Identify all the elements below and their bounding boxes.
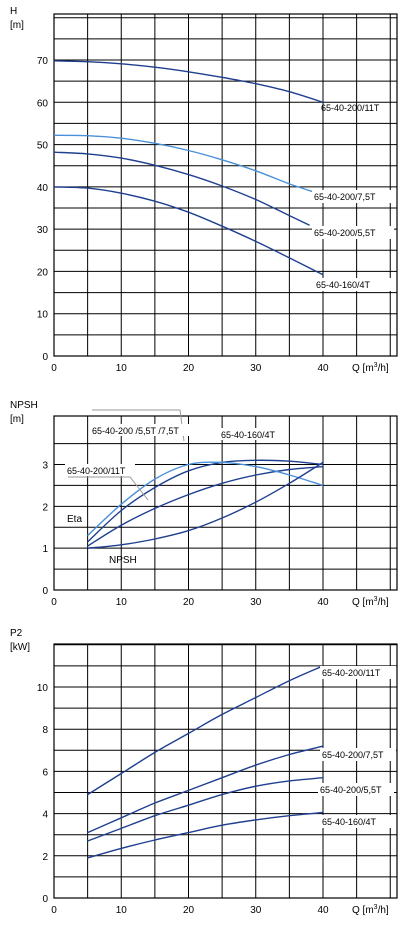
curve-label: 65-40-200 /5,5T /7,5T: [92, 426, 179, 436]
x-tick-label: 20: [183, 363, 195, 374]
curve-label-bg: [320, 815, 396, 828]
grid: [53, 643, 398, 899]
plot-frame: [53, 643, 398, 899]
y-tick-label: 40: [37, 183, 49, 194]
x-tick-label: 40: [317, 905, 329, 916]
y-axis-unit: [m]: [10, 414, 24, 425]
curve-label: 65-40-160/4T: [316, 280, 371, 290]
curve-label-bg: [318, 783, 394, 796]
series-line-65-40-200-11t: [53, 60, 324, 103]
y-tick-label: 0: [42, 894, 48, 905]
x-tick-label: 10: [116, 363, 128, 374]
series-lines: [87, 459, 324, 549]
y-tick-label: 6: [42, 767, 48, 778]
y-tick-label: 30: [37, 225, 49, 236]
grid: [53, 415, 398, 591]
y-tick-label: 0: [42, 586, 48, 597]
x-tick-label: 30: [250, 597, 262, 608]
series-line-65-40-200-7-5t: [53, 134, 317, 194]
y-axis-unit: [kW]: [10, 642, 30, 653]
curve-label: 65-40-160/4T: [322, 817, 377, 827]
plot-frame: [53, 415, 398, 591]
curve-label: 65-40-200/11T: [67, 466, 126, 476]
y-axis-label: H: [10, 6, 17, 17]
curve-label-bg: [90, 424, 192, 436]
x-tick-label: 0: [51, 905, 57, 916]
y-tick-label: 10: [37, 683, 49, 694]
curve-label-bg: [312, 190, 394, 203]
x-axis-label: Q [m3/h]: [352, 904, 389, 916]
x-tick-label: 0: [51, 597, 57, 608]
x-axis-label: Q [m3/h]: [352, 362, 389, 374]
series-lines: [87, 665, 324, 859]
y-tick-label: 2: [42, 502, 48, 513]
curve-label: 65-40-200/7,5T: [314, 192, 376, 202]
x-axis-label: Q [m3/h]: [352, 596, 389, 608]
y-axis-label: NPSH: [10, 400, 38, 411]
series-line-65-40-200-5-5t: [87, 777, 324, 842]
y-tick-label: 2: [42, 852, 48, 863]
y-axis-label: P2: [10, 628, 23, 639]
curve-label: 65-40-200/5,5T: [320, 785, 382, 795]
y-tick-label: 4: [42, 810, 48, 821]
series-line-65-40-200-11t: [87, 465, 324, 547]
curve-label: 65-40-200/11T: [322, 668, 381, 678]
series-line-65-40-160-4t: [87, 811, 324, 859]
curve-label: 65-40-200/11T: [321, 103, 380, 113]
series-line-65-40-160-4t: [87, 461, 324, 537]
curve-label: 65-40-200/7,5T: [322, 750, 384, 760]
y-tick-label: 0: [42, 352, 48, 363]
x-tick-label: 10: [116, 905, 128, 916]
curve-label: 65-40-160/4T: [221, 430, 276, 440]
curve-label: 65-40-200/5,5T: [314, 228, 376, 238]
curve-label-bg: [312, 226, 394, 239]
plot-frame: [53, 13, 398, 357]
x-tick-label: 40: [317, 597, 329, 608]
curve-label-bg: [320, 748, 396, 761]
y-tick-label: 70: [37, 56, 49, 67]
series-line-65-40-200-11t: [87, 665, 324, 796]
y-axis-unit: [m]: [10, 20, 24, 31]
x-tick-label: 30: [250, 363, 262, 374]
y-tick-label: 10: [37, 310, 49, 321]
curve-label-bg: [320, 666, 396, 679]
series-line-npsh: [87, 461, 324, 549]
y-tick-label: 50: [37, 141, 49, 152]
series-line-65-40-200-5-5t: [53, 151, 310, 226]
x-tick-label: 10: [116, 597, 128, 608]
x-tick-label: 40: [317, 363, 329, 374]
y-tick-label: 3: [42, 461, 48, 472]
y-tick-label: 20: [37, 267, 49, 278]
chart-panel-1: 0 10 20 30 40 50 60 70 0 10 20 30 40 H [m] Q [m3/h]: [10, 6, 398, 374]
x-tick-label: 20: [183, 597, 195, 608]
y-tick-label: 8: [42, 725, 48, 736]
series-line-65-40-200-7-5t: [87, 745, 324, 834]
curve-label-bg: [219, 428, 285, 440]
eta-annotation: Eta: [67, 514, 82, 525]
series-line-65-40-200-5-5t-7-5t: [87, 459, 324, 543]
curve-label-bg: [65, 464, 135, 476]
y-tick-label: 60: [37, 98, 49, 109]
y-tick-label: 1: [42, 544, 48, 555]
curve-label-bg: [314, 278, 396, 291]
leader-line: [68, 476, 149, 501]
series-line-65-40-160-4t: [53, 186, 324, 276]
series-lines: [53, 60, 324, 276]
grid: [53, 13, 398, 357]
x-tick-label: 0: [51, 363, 57, 374]
npsh-annotation: NPSH: [109, 555, 137, 566]
x-tick-label: 30: [250, 905, 262, 916]
x-tick-label: 20: [183, 905, 195, 916]
